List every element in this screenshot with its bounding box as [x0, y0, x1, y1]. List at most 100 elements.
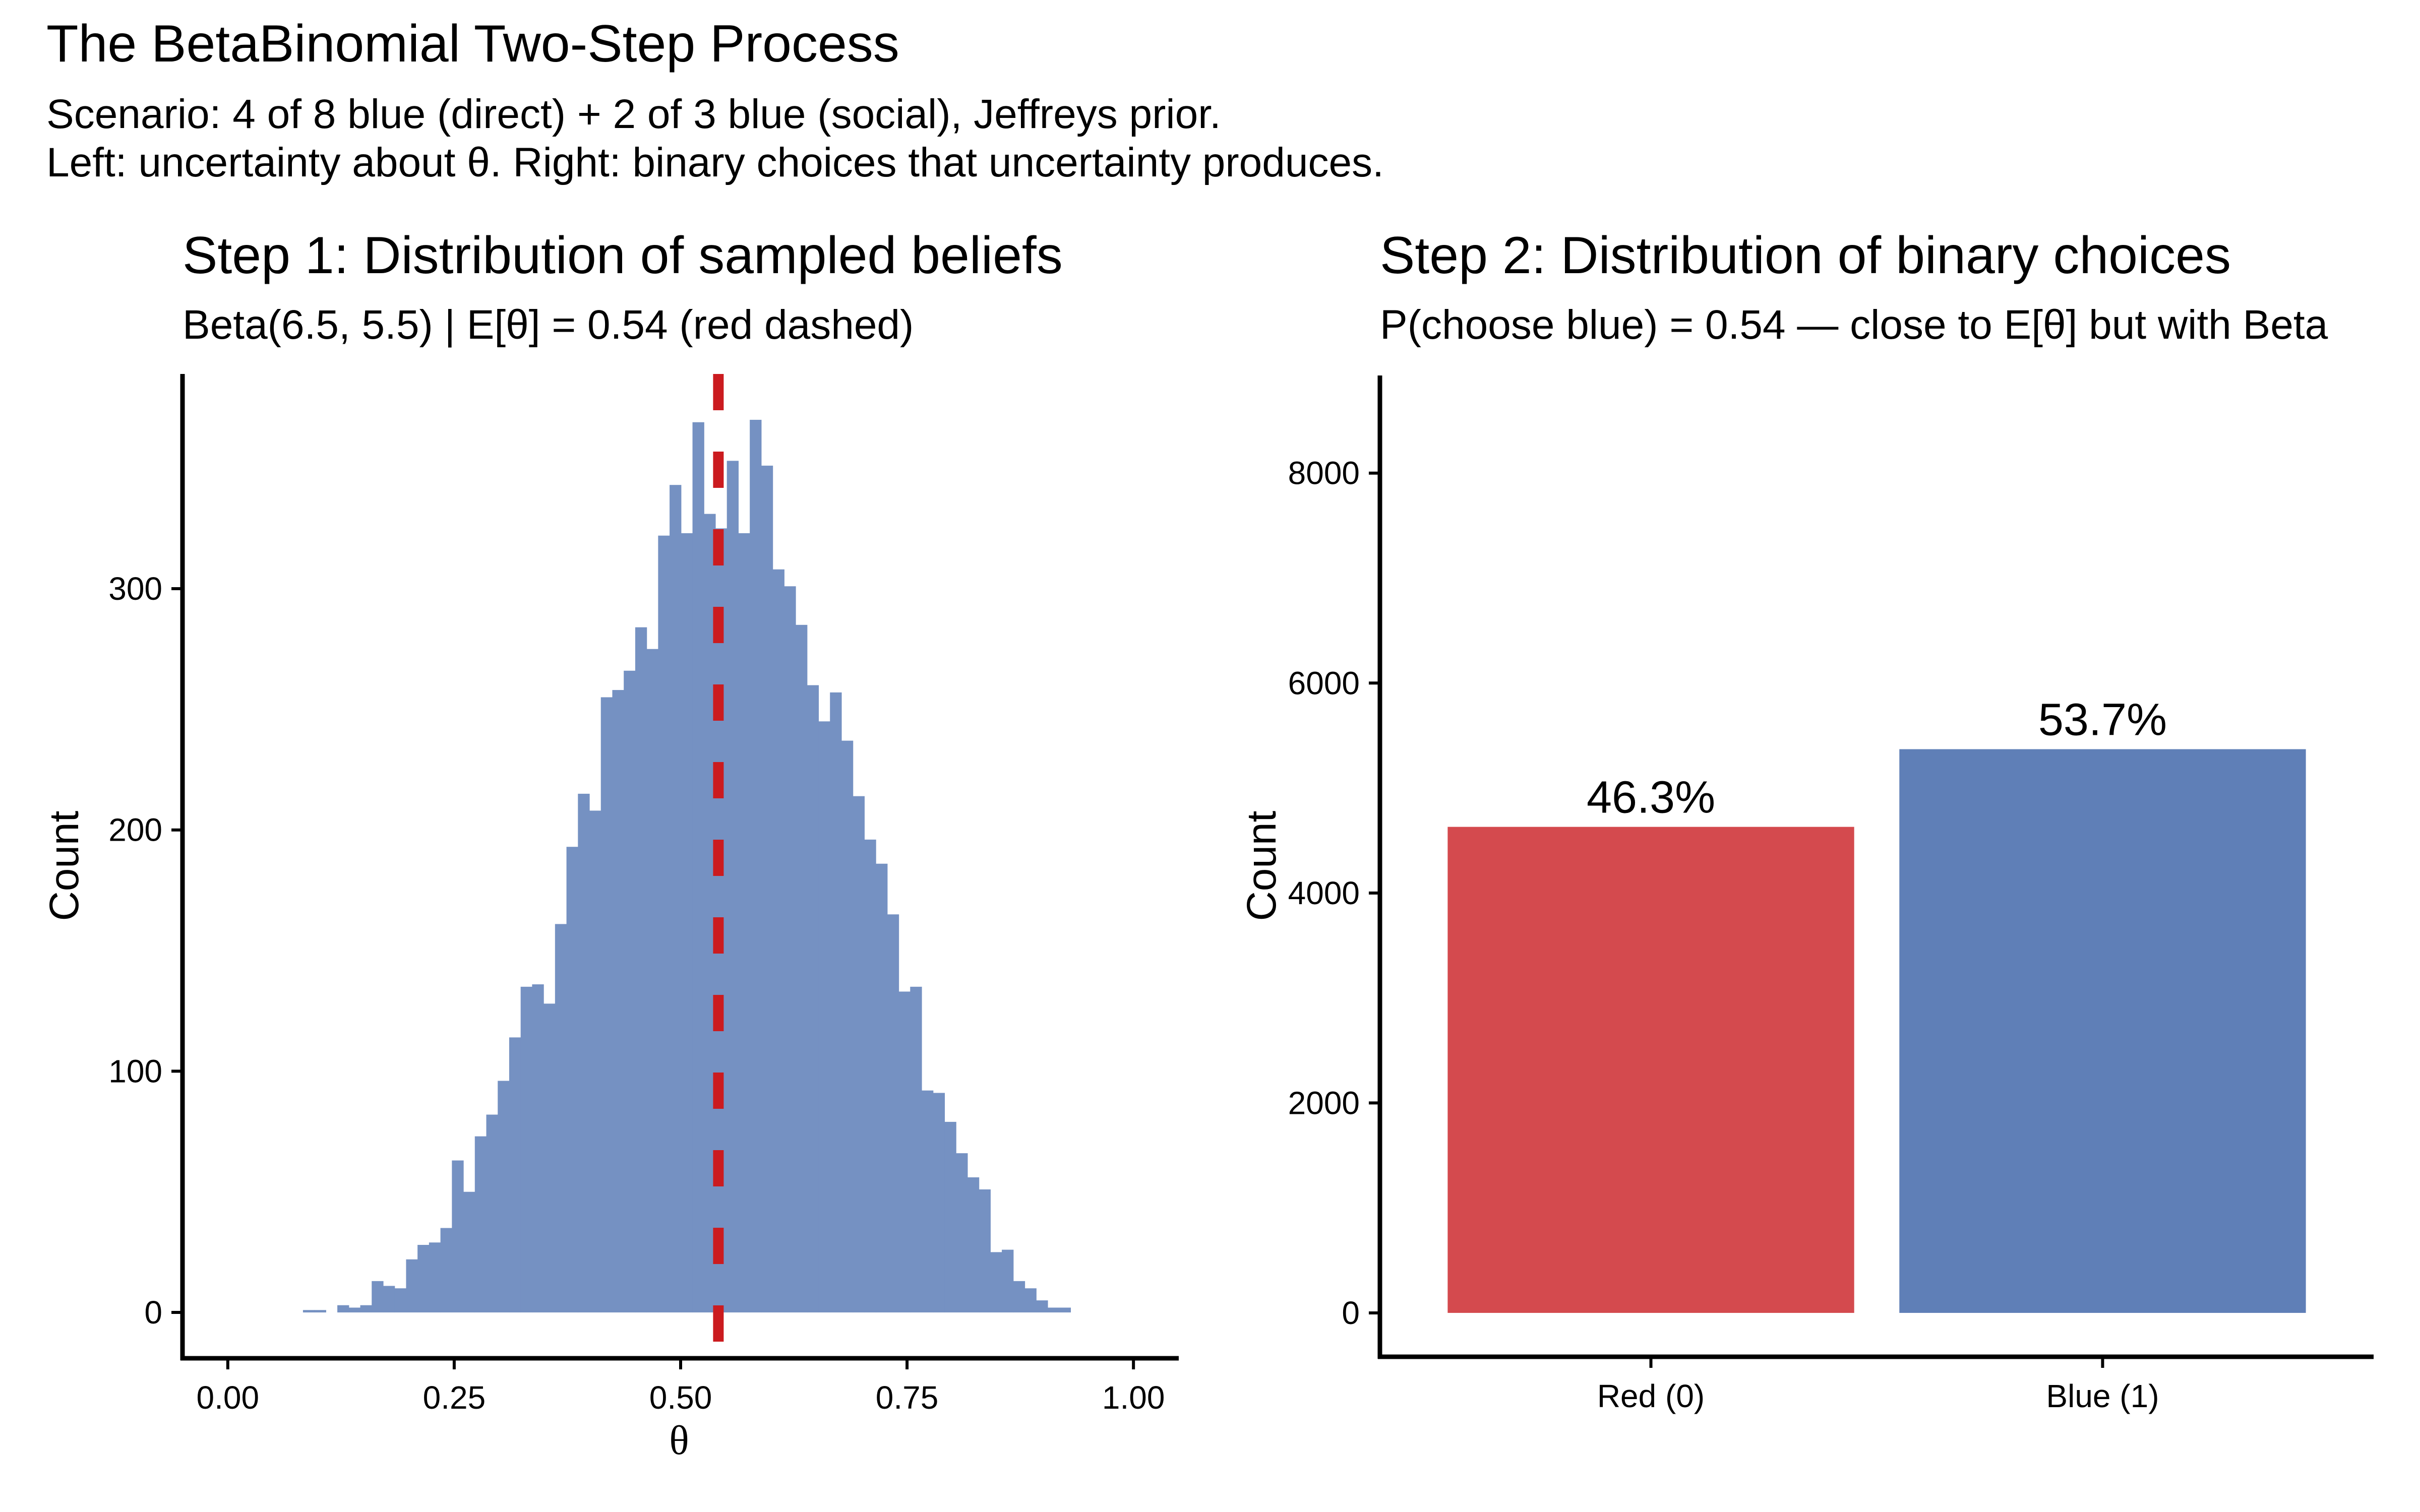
histogram-x-tick-label: 0.75	[876, 1379, 939, 1416]
histogram-bin	[704, 514, 716, 1313]
figure-subtitle-line-1: Scenario: 4 of 8 blue (direct) + 2 of 3 …	[46, 91, 1221, 137]
histogram-bin	[498, 1081, 510, 1313]
histogram-bin	[440, 1228, 452, 1313]
bar-percent-label: 46.3%	[1587, 773, 1715, 823]
histogram-bin	[406, 1259, 418, 1313]
bar-chart-y-ticks: 0 2000 4000 6000 8000	[1288, 455, 1380, 1331]
histogram-bin	[612, 690, 624, 1313]
histogram-subtitle: Beta(6.5, 5.5) | E[θ] = 0.54 (red dashed…	[183, 302, 914, 348]
histogram-bin	[635, 627, 647, 1313]
bar-chart-x-tick-label: Red (0)	[1597, 1378, 1705, 1414]
histogram-bin	[692, 422, 704, 1313]
histogram-bin	[807, 685, 819, 1313]
histogram-bin	[761, 465, 773, 1313]
histogram-x-tick-label: 0.25	[423, 1379, 486, 1416]
histogram-bin	[898, 991, 911, 1313]
histogram-bin	[337, 1305, 349, 1313]
histogram-bin	[463, 1191, 475, 1313]
bar-percent-label: 53.7%	[2038, 695, 2167, 745]
figure-title: The BetaBinomial Two-Step Process	[46, 15, 899, 73]
histogram-bin	[830, 692, 842, 1313]
histogram-bin	[910, 986, 922, 1313]
histogram-bin	[784, 586, 796, 1313]
histogram-bin	[681, 533, 693, 1313]
histogram-bin	[486, 1114, 498, 1313]
histogram-bin	[990, 1252, 1002, 1313]
histogram-bin	[818, 721, 830, 1313]
bar-chart-y-axis-title: Count	[1239, 810, 1285, 921]
bar-chart-y-tick-label: 2000	[1288, 1085, 1360, 1121]
histogram-title: Step 1: Distribution of sampled beliefs	[183, 226, 1063, 285]
histogram-bin	[1002, 1249, 1014, 1313]
histogram-y-axis-title: Count	[41, 810, 87, 921]
histogram-bin	[360, 1305, 372, 1313]
bar-chart-y-tick-label: 6000	[1288, 665, 1360, 701]
histogram-bars	[302, 419, 1071, 1313]
histogram-bin	[1024, 1288, 1037, 1313]
histogram-bin	[876, 863, 888, 1313]
histogram-bin	[1013, 1281, 1025, 1313]
bar-chart-subtitle: P(choose blue) = 0.54 — close to E[θ] bu…	[1380, 302, 2328, 348]
histogram-bin	[532, 984, 544, 1313]
histogram-bin	[555, 924, 567, 1313]
histogram-bin	[853, 796, 865, 1313]
histogram-x-tick-label: 1.00	[1102, 1379, 1165, 1416]
bar-chart-x-ticks: Red (0) Blue (1)	[1597, 1357, 2159, 1414]
histogram-bin	[750, 419, 762, 1313]
histogram-bin	[417, 1245, 430, 1313]
histogram-bin	[772, 569, 784, 1313]
histogram-bin	[670, 485, 682, 1313]
histogram-y-tick-label: 100	[108, 1053, 162, 1089]
histogram-bin	[314, 1310, 326, 1313]
histogram-bin	[796, 624, 808, 1313]
histogram-bin	[589, 810, 601, 1313]
histogram-bin	[967, 1177, 980, 1313]
histogram-bin	[922, 1090, 934, 1313]
histogram-bin	[738, 533, 750, 1313]
histogram-bin	[979, 1189, 991, 1313]
histogram-bin	[394, 1288, 407, 1313]
histogram-bin	[520, 986, 532, 1313]
histogram-bin	[566, 847, 578, 1313]
histogram-y-ticks: 0 100 200 300	[108, 571, 183, 1331]
bar-chart-title: Step 2: Distribution of binary choices	[1380, 226, 2231, 285]
histogram-bin	[543, 1003, 556, 1313]
histogram-bin	[452, 1160, 464, 1313]
histogram-bin	[887, 914, 899, 1313]
histogram-bin	[841, 740, 854, 1313]
histogram-bin	[348, 1307, 361, 1313]
figure-subtitle-line-2: Left: uncertainty about θ. Right: binary…	[46, 140, 1384, 185]
histogram-bin	[933, 1093, 945, 1313]
histogram-bin	[372, 1281, 384, 1313]
histogram-bin	[578, 793, 590, 1313]
histogram-bin	[600, 697, 613, 1313]
bar-blue	[1899, 749, 2306, 1313]
histogram-bin	[956, 1153, 968, 1313]
histogram-bin	[474, 1136, 487, 1313]
histogram-x-axis-title: θ	[669, 1417, 689, 1463]
bar-red	[1447, 827, 1854, 1313]
histogram-bin	[658, 535, 670, 1313]
histogram-bin	[646, 649, 658, 1313]
histogram-bin	[383, 1286, 395, 1313]
bar-chart-y-tick-label: 4000	[1288, 875, 1360, 911]
histogram-y-tick-label: 0	[144, 1294, 162, 1331]
histogram-bin	[429, 1242, 441, 1313]
histogram-bin	[1047, 1307, 1060, 1313]
bar-chart-y-tick-label: 0	[1342, 1295, 1360, 1331]
histogram-x-tick-label: 0.00	[197, 1379, 260, 1416]
choice-bars	[1447, 749, 2306, 1313]
histogram-bin	[1059, 1307, 1071, 1313]
histogram-bin	[302, 1310, 315, 1313]
choice-bar-labels: 46.3% 53.7%	[1587, 695, 2167, 823]
bar-chart-axes	[1377, 375, 2374, 1359]
histogram-bin	[864, 839, 876, 1313]
histogram-x-ticks: 0.00 0.25 0.50 0.75 1.00	[197, 1358, 1165, 1416]
histogram-bin	[727, 461, 739, 1313]
histogram-y-tick-label: 200	[108, 812, 162, 848]
bar-chart-x-tick-label: Blue (1)	[2046, 1378, 2159, 1414]
histogram-x-tick-label: 0.50	[649, 1379, 712, 1416]
bar-chart-y-tick-label: 8000	[1288, 455, 1360, 491]
histogram-bin	[944, 1121, 956, 1313]
histogram-bin	[1036, 1300, 1048, 1313]
